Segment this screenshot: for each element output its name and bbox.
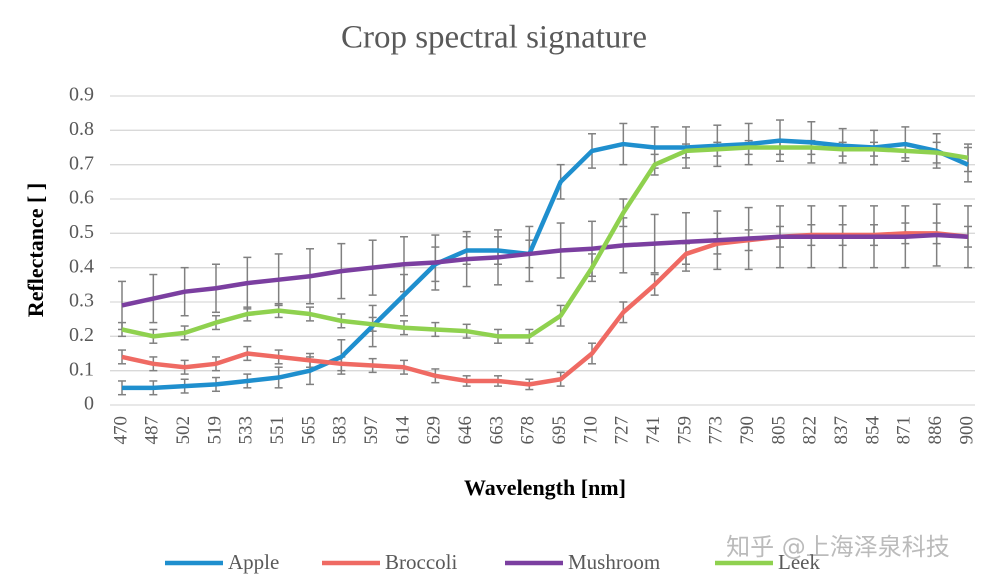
x-tick-label: 614: [392, 416, 413, 445]
x-tick-label: 470: [110, 416, 131, 445]
x-tick-label: 727: [612, 416, 633, 445]
series-line: [121, 145, 969, 339]
y-tick-label: 0: [84, 393, 94, 415]
y-tick-label: 0.2: [69, 324, 94, 346]
series-line: [122, 138, 969, 391]
y-tick-label: 0.5: [69, 221, 94, 243]
x-tick-label: 551: [267, 416, 288, 445]
legend-label: Apple: [228, 550, 279, 574]
y-tick-label: 0.1: [69, 358, 94, 380]
y-tick-label: 0.6: [69, 187, 94, 209]
x-tick-label: 646: [455, 416, 476, 445]
x-tick-label: 502: [173, 416, 194, 445]
x-tick-label: 805: [768, 416, 789, 445]
y-tick-label: 0.9: [69, 84, 94, 106]
x-tick-label: 900: [956, 416, 977, 445]
legend-label: Mushroom: [568, 550, 660, 574]
x-tick-label: 759: [674, 416, 695, 445]
x-tick-label: 822: [800, 416, 821, 445]
x-tick-label: 695: [549, 416, 570, 445]
x-tick-label: 565: [298, 416, 319, 445]
x-tick-label: 597: [361, 416, 382, 445]
x-tick-label: 487: [142, 416, 163, 445]
x-tick-label: 773: [706, 416, 727, 445]
x-tick-label: 583: [330, 416, 351, 445]
legend-label: Broccoli: [385, 550, 457, 574]
legend-label: Leek: [778, 550, 820, 574]
x-tick-label: 519: [204, 416, 225, 445]
y-tick-label: 0.3: [69, 290, 94, 312]
x-tick-label: 741: [643, 416, 664, 445]
x-tick-label: 790: [737, 416, 758, 445]
x-tick-label: 678: [518, 416, 539, 445]
y-tick-label: 0.8: [69, 118, 94, 140]
x-tick-label: 533: [236, 416, 257, 445]
x-tick-label: 854: [862, 416, 883, 445]
y-tick-label: 0.7: [69, 152, 94, 174]
y-axis-title: Reflectance [ ]: [23, 183, 48, 317]
x-tick-label: 837: [831, 416, 852, 445]
x-tick-label: 871: [894, 416, 915, 445]
y-tick-label: 0.4: [69, 255, 94, 277]
chart-title: Crop spectral signature: [341, 20, 647, 56]
watermark: 知乎 @上海泽泉科技: [726, 533, 950, 561]
x-tick-label: 663: [486, 416, 507, 445]
series-line: [121, 232, 969, 308]
x-tick-label: 886: [925, 416, 946, 445]
x-axis-title: Wavelength [nm]: [464, 475, 626, 500]
x-tick-label: 629: [424, 416, 445, 445]
x-tick-label: 710: [580, 416, 601, 445]
